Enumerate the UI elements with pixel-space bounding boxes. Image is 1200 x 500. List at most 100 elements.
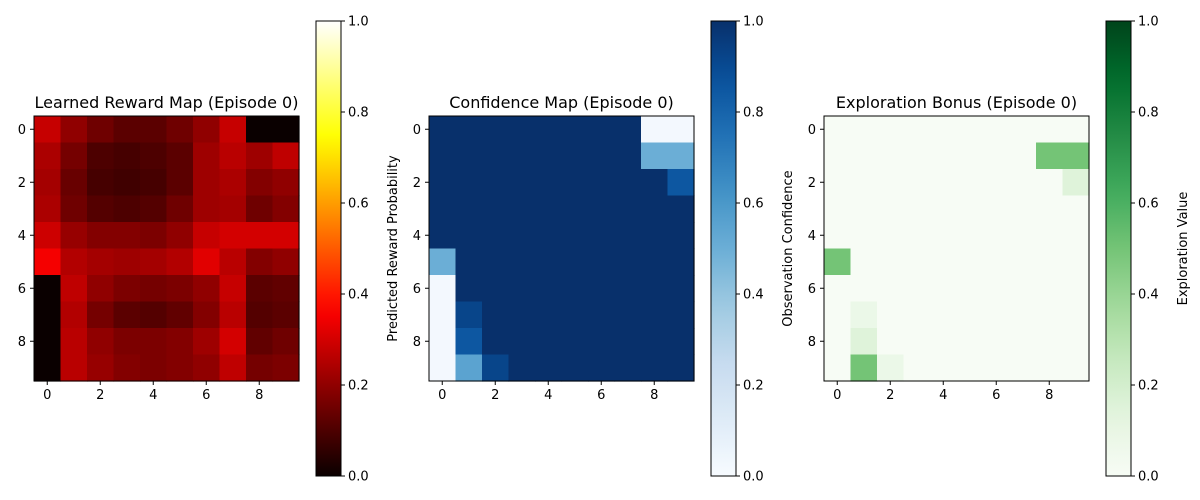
x-tick-label: 0 <box>43 388 51 403</box>
heatmap-cell-r7-c0 <box>824 301 852 329</box>
x-tick-label: 8 <box>650 388 658 403</box>
y-tick-label: 8 <box>808 335 816 350</box>
heatmap-cell-r8-c1 <box>850 328 878 356</box>
heatmap-cell-r6-c0 <box>34 275 62 303</box>
heatmap-cell-r3-c3 <box>113 195 141 223</box>
colorbar-tick-label: 0.8 <box>348 106 369 121</box>
heatmap-cell-r7-c3 <box>903 301 931 329</box>
colorbar-tick-label: 0.0 <box>743 470 764 485</box>
heatmap-cells <box>429 116 695 382</box>
heatmap-cell-r6-c5 <box>561 275 589 303</box>
heatmap-cell-r7-c6 <box>588 301 616 329</box>
heatmap-cell-r9-c5 <box>561 354 589 382</box>
heatmap-cell-r3-c8 <box>246 195 274 223</box>
heatmap-cell-r5-c8 <box>246 248 274 276</box>
heatmap-cell-r1-c2 <box>87 142 115 170</box>
heatmap-cell-r3-c2 <box>877 195 905 223</box>
heatmap-cell-r1-c5 <box>561 142 589 170</box>
heatmap-cell-r6-c4 <box>930 275 958 303</box>
heatmap-cell-r5-c2 <box>87 248 115 276</box>
heatmap-cell-r8-c4 <box>140 328 168 356</box>
heatmap-cell-r0-c3 <box>903 116 931 144</box>
heatmap-cell-r4-c6 <box>983 222 1011 250</box>
heatmap-cell-r2-c1 <box>60 169 88 197</box>
heatmap-cell-r9-c0 <box>429 354 457 382</box>
heatmap-cell-r8-c8 <box>641 328 669 356</box>
heatmap-cell-r2-c0 <box>824 169 852 197</box>
heatmap-cell-r3-c2 <box>482 195 510 223</box>
heatmap-cell-r6-c5 <box>956 275 984 303</box>
y-tick-label: 2 <box>808 176 816 191</box>
heatmap-cell-r2-c7 <box>219 169 247 197</box>
heatmap-cell-r1-c6 <box>983 142 1011 170</box>
colorbar-tick-label: 0.0 <box>348 470 369 485</box>
heatmap-cell-r2-c6 <box>588 169 616 197</box>
x-tick-label: 6 <box>202 388 210 403</box>
heatmap-cell-r7-c8 <box>1036 301 1064 329</box>
heatmap-panel-3: Exploration Bonus (Episode 0) 0 2 4 6 8 0 2 4 6 8 0… <box>808 15 1191 485</box>
heatmap-cell-r8-c2 <box>482 328 510 356</box>
heatmap-cell-r6-c7 <box>219 275 247 303</box>
heatmap-cell-r6-c8 <box>641 275 669 303</box>
heatmap-cell-r4-c0 <box>429 222 457 250</box>
heatmap-cell-r6-c2 <box>87 275 115 303</box>
heatmap-cell-r3-c4 <box>535 195 563 223</box>
y-tick-label: 0 <box>808 123 816 138</box>
heatmap-cell-r0-c2 <box>482 116 510 144</box>
heatmap-cell-r8-c9 <box>1062 328 1090 356</box>
heatmap-cell-r1-c2 <box>482 142 510 170</box>
heatmap-cell-r5-c1 <box>850 248 878 276</box>
heatmap-cell-r5-c9 <box>667 248 695 276</box>
heatmap-cell-r3-c7 <box>614 195 642 223</box>
colorbar-tick-label: 0.2 <box>1138 379 1159 394</box>
heatmap-cell-r9-c9 <box>272 354 300 382</box>
x-tick-label: 4 <box>939 388 947 403</box>
heatmap-cell-r1-c1 <box>455 142 483 170</box>
heatmap-cell-r5-c1 <box>60 248 88 276</box>
heatmap-cell-r0-c3 <box>113 116 141 144</box>
heatmap-cell-r6-c0 <box>824 275 852 303</box>
colorbar-tick-label: 0.6 <box>1138 197 1159 212</box>
heatmap-cell-r0-c7 <box>219 116 247 144</box>
heatmap-cell-r3-c4 <box>140 195 168 223</box>
heatmap-cell-r5-c7 <box>219 248 247 276</box>
x-tick-label: 6 <box>597 388 605 403</box>
heatmap-cell-r3-c8 <box>1036 195 1064 223</box>
heatmap-cell-r9-c3 <box>508 354 536 382</box>
heatmap-cell-r2-c2 <box>87 169 115 197</box>
heatmap-cell-r6-c1 <box>455 275 483 303</box>
heatmap-cell-r7-c7 <box>614 301 642 329</box>
heatmap-cell-r3-c2 <box>87 195 115 223</box>
heatmap-cell-r6-c1 <box>850 275 878 303</box>
heatmap-cell-r6-c9 <box>1062 275 1090 303</box>
heatmap-cell-r4-c9 <box>667 222 695 250</box>
heatmap-cell-r7-c2 <box>877 301 905 329</box>
heatmap-cell-r4-c8 <box>641 222 669 250</box>
heatmap-cell-r1-c9 <box>272 142 300 170</box>
heatmap-cell-r5-c0 <box>429 248 457 276</box>
colorbar <box>710 20 737 477</box>
heatmap-cell-r2-c7 <box>1009 169 1037 197</box>
heatmap-cell-r4-c4 <box>535 222 563 250</box>
heatmap-cell-r3-c0 <box>429 195 457 223</box>
heatmap-cell-r1-c1 <box>850 142 878 170</box>
heatmap-cell-r6-c4 <box>140 275 168 303</box>
heatmap-cell-r8-c3 <box>113 328 141 356</box>
colorbar-tick-label: 0.8 <box>1138 106 1159 121</box>
heatmap-cell-r0-c7 <box>1009 116 1037 144</box>
heatmap-cell-r9-c5 <box>956 354 984 382</box>
heatmap-cell-r2-c8 <box>641 169 669 197</box>
heatmap-cell-r8-c1 <box>455 328 483 356</box>
colorbar <box>1105 20 1132 477</box>
heatmap-cell-r8-c0 <box>34 328 62 356</box>
y-tick-label: 6 <box>18 282 26 297</box>
heatmap-cell-r7-c6 <box>983 301 1011 329</box>
heatmap-cell-r0-c4 <box>930 116 958 144</box>
heatmap-cell-r1-c9 <box>667 142 695 170</box>
heatmap-cell-r1-c7 <box>219 142 247 170</box>
heatmap-cell-r5-c3 <box>113 248 141 276</box>
heatmap-cell-r6-c4 <box>535 275 563 303</box>
heatmap-cell-r9-c4 <box>140 354 168 382</box>
heatmap-cell-r9-c1 <box>455 354 483 382</box>
